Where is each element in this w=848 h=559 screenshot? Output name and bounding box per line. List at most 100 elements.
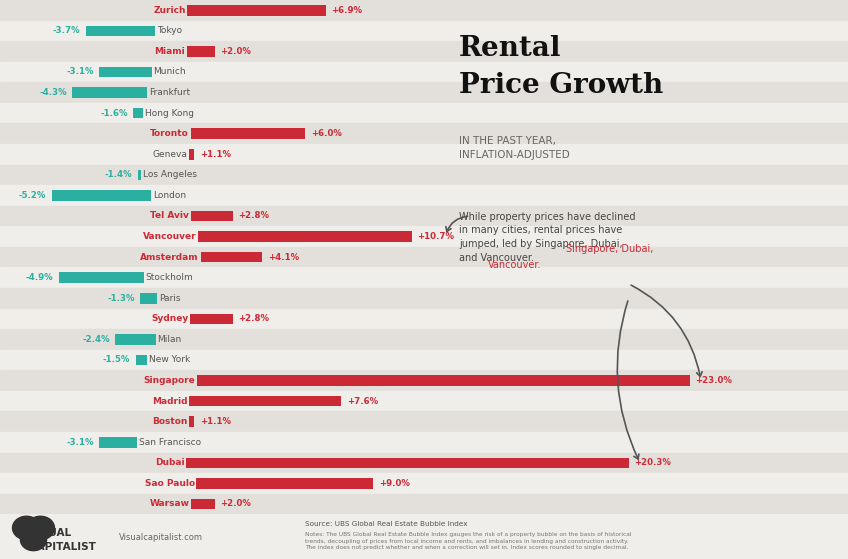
Text: Price Growth: Price Growth: [459, 72, 663, 99]
Text: +10.7%: +10.7%: [417, 232, 455, 241]
Text: -4.3%: -4.3%: [39, 88, 67, 97]
Text: +20.3%: +20.3%: [634, 458, 671, 467]
Bar: [0, 329, 848, 350]
Text: Miami: Miami: [154, 47, 185, 56]
Bar: [0, 206, 848, 226]
Text: +2.8%: +2.8%: [238, 314, 270, 323]
Text: Vancouver.: Vancouver.: [488, 260, 541, 270]
Bar: [52, 190, 170, 201]
Bar: [170, 5, 326, 16]
Text: Tokyo: Tokyo: [157, 26, 182, 35]
Text: +9.0%: +9.0%: [379, 479, 410, 488]
Text: +2.0%: +2.0%: [220, 47, 251, 56]
Bar: [0, 124, 848, 144]
Text: Zurich: Zurich: [153, 6, 186, 15]
Bar: [0, 411, 848, 432]
Text: IN THE PAST YEAR,
INFLATION-ADJUSTED: IN THE PAST YEAR, INFLATION-ADJUSTED: [459, 136, 570, 160]
Bar: [140, 293, 170, 304]
Bar: [170, 211, 233, 221]
Text: -3.1%: -3.1%: [66, 438, 94, 447]
Bar: [138, 169, 170, 180]
Bar: [170, 478, 373, 489]
Text: -3.1%: -3.1%: [66, 68, 94, 77]
Text: Singapore, Dubai,: Singapore, Dubai,: [566, 244, 653, 254]
Bar: [99, 67, 170, 77]
Bar: [0, 21, 848, 41]
Bar: [0, 41, 848, 61]
Bar: [0, 473, 848, 494]
Text: +6.0%: +6.0%: [311, 129, 342, 138]
Text: Madrid: Madrid: [152, 397, 187, 406]
Text: Hong Kong: Hong Kong: [145, 108, 194, 117]
Text: Dubai: Dubai: [155, 458, 184, 467]
Text: +1.1%: +1.1%: [200, 417, 232, 426]
Text: Sydney: Sydney: [151, 314, 188, 323]
Text: Sao Paulo: Sao Paulo: [144, 479, 195, 488]
Bar: [170, 416, 194, 427]
Circle shape: [26, 517, 54, 540]
Bar: [72, 87, 170, 98]
Bar: [170, 149, 194, 160]
Bar: [0, 144, 848, 164]
Text: -4.9%: -4.9%: [25, 273, 53, 282]
Text: Vancouver: Vancouver: [142, 232, 197, 241]
Text: Los Angeles: Los Angeles: [142, 170, 197, 179]
Bar: [170, 231, 411, 242]
Bar: [0, 494, 848, 514]
Text: +4.1%: +4.1%: [268, 253, 299, 262]
Text: CAPITALIST: CAPITALIST: [30, 542, 97, 552]
Text: San Francisco: San Francisco: [138, 438, 201, 447]
Text: Boston: Boston: [152, 417, 187, 426]
Text: Warsaw: Warsaw: [149, 500, 190, 509]
Text: +2.8%: +2.8%: [238, 211, 270, 220]
Bar: [0, 370, 848, 391]
Text: Stockholm: Stockholm: [146, 273, 193, 282]
Text: New York: New York: [149, 356, 190, 364]
Text: -1.5%: -1.5%: [103, 356, 130, 364]
Bar: [170, 396, 342, 406]
Text: +7.6%: +7.6%: [347, 397, 378, 406]
Bar: [136, 354, 170, 366]
Circle shape: [20, 529, 47, 551]
Text: Milan: Milan: [158, 335, 181, 344]
Bar: [0, 185, 848, 206]
Bar: [0, 0, 848, 21]
Bar: [0, 82, 848, 103]
Text: -1.6%: -1.6%: [100, 108, 128, 117]
Text: -1.4%: -1.4%: [104, 170, 132, 179]
Circle shape: [13, 517, 41, 540]
Bar: [0, 288, 848, 309]
Text: While property prices have declined
in many cities, rental prices have
jumped, l: While property prices have declined in m…: [459, 212, 635, 263]
Text: Tel Aviv: Tel Aviv: [150, 211, 189, 220]
Text: Visualcapitalist.com: Visualcapitalist.com: [119, 533, 203, 542]
Text: Amsterdam: Amsterdam: [140, 253, 199, 262]
Text: Notes: The UBS Global Real Estate Bubble Index gauges the risk of a property bub: Notes: The UBS Global Real Estate Bubble…: [305, 532, 632, 551]
Bar: [0, 61, 848, 82]
Text: London: London: [153, 191, 187, 200]
Text: +6.9%: +6.9%: [332, 6, 362, 15]
Text: Rental: Rental: [459, 35, 561, 61]
Text: Munich: Munich: [153, 68, 186, 77]
Text: Singapore: Singapore: [143, 376, 196, 385]
Bar: [0, 164, 848, 185]
Bar: [170, 46, 215, 57]
Text: +2.0%: +2.0%: [220, 500, 251, 509]
Bar: [99, 437, 170, 448]
Text: +23.0%: +23.0%: [695, 376, 732, 385]
Bar: [170, 129, 305, 139]
Text: Paris: Paris: [159, 294, 181, 303]
Bar: [170, 499, 215, 509]
Bar: [170, 457, 628, 468]
Text: -2.4%: -2.4%: [82, 335, 109, 344]
Bar: [0, 267, 848, 288]
Bar: [0, 309, 848, 329]
Text: -5.2%: -5.2%: [19, 191, 47, 200]
Bar: [170, 375, 689, 386]
Text: -1.3%: -1.3%: [107, 294, 135, 303]
Bar: [0, 391, 848, 411]
Bar: [133, 108, 170, 119]
Bar: [0, 350, 848, 370]
Bar: [86, 26, 170, 36]
Bar: [0, 103, 848, 124]
Text: VISUAL: VISUAL: [30, 528, 72, 538]
